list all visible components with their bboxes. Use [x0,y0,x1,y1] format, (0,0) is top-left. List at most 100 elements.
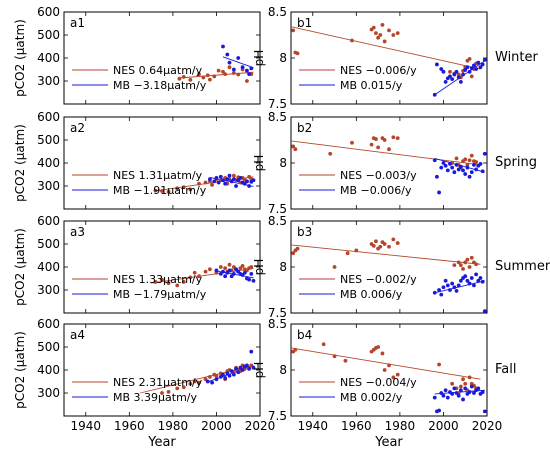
legend-label-mb: MB 0.015/y [340,79,403,92]
point-mb [476,60,481,65]
panel-b2: 7.5 8 8.5 pH b2 Spring NES −0.003/y MB −0.006/y [252,110,537,216]
y-tick-label: 300 [37,179,60,193]
legend-label-mb: MB −3.18μatm/y [113,79,207,92]
point-nes [469,153,474,158]
y-tick-label: 600 [37,214,60,228]
point-nes [452,263,457,268]
point-mb [474,272,479,277]
point-mb [439,292,444,297]
point-mb [472,162,476,167]
point-nes [350,140,354,145]
x-tick-label: 2020 [245,419,276,433]
point-nes [181,280,186,284]
point-nes [210,182,214,187]
point-mb [443,388,448,393]
data-layer [291,237,487,313]
y-tick-label: 8 [279,156,287,170]
point-nes [201,75,206,80]
panel-label: b3 [297,225,312,239]
point-nes [463,381,468,386]
data-layer [177,44,254,83]
point-mb [452,386,457,391]
y-axis-label: pH [252,155,266,172]
point-mb [463,172,468,176]
point-mb [472,283,476,288]
point-nes [245,79,249,83]
point-nes [391,237,396,242]
point-nes [382,242,387,246]
point-mb [221,44,225,49]
legend: NES 2.31μatm/y MB 3.39μatm/y [72,376,203,404]
point-nes [223,72,228,76]
y-axis-label: pCO2 (μatm) [13,228,27,306]
point-nes [463,260,468,265]
legend: NES −0.002/y MB 0.006/y [299,273,417,301]
point-mb [435,62,439,67]
point-nes [203,269,208,274]
y-tick-label: 7.5 [268,202,287,216]
legend-label-nes: NES 1.33μatm/y [113,273,203,286]
point-nes [469,74,474,79]
trend-line-nes [291,140,481,166]
point-mb [240,368,245,372]
point-mb [236,56,241,60]
point-mb [437,190,441,195]
y-tick-label: 8 [279,51,287,65]
y-tick-label: 500 [37,28,60,42]
point-mb [452,170,457,175]
y-axis-label: pH [252,259,266,276]
point-mb [458,278,463,283]
point-mb [478,65,483,70]
point-nes [181,185,186,190]
point-nes [391,375,396,380]
point-nes [321,342,326,347]
point-mb [249,66,254,71]
season-label: Summer [495,259,550,274]
point-mb [454,391,459,395]
legend-label-nes: NES −0.006/y [340,64,417,77]
point-nes [166,389,171,394]
point-mb [456,283,461,288]
point-nes [192,270,197,275]
point-mb [247,184,252,188]
point-nes [291,251,296,256]
point-nes [469,255,474,260]
point-mb [251,278,256,283]
point-mb [214,377,219,382]
point-nes [188,77,193,82]
point-nes [227,262,232,267]
panel-label: a4 [70,328,85,342]
point-nes [371,25,376,30]
legend-label-nes: NES 2.31μatm/y [113,376,203,389]
data-layer [291,22,487,97]
point-mb [452,285,457,290]
legend-label-nes: NES −0.002/y [340,273,417,286]
legend: NES −0.006/y MB 0.015/y [299,64,417,92]
point-nes [227,65,232,70]
point-mb [448,162,452,166]
point-nes [382,39,387,44]
point-nes [203,180,208,185]
legend-label-mb: MB −0.006/y [340,184,412,197]
point-nes [231,71,236,75]
y-tick-label: 7.5 [268,306,287,320]
point-mb [432,158,437,163]
point-nes [212,74,217,79]
point-nes [166,189,171,194]
point-nes [354,248,359,253]
point-mb [476,278,481,283]
point-nes [205,73,210,78]
point-mb [458,388,463,393]
point-nes [387,363,391,368]
point-nes [175,386,180,391]
point-mb [458,80,463,84]
point-mb [480,390,485,394]
point-mb [443,278,448,283]
point-nes [467,57,472,61]
point-mb [441,69,446,74]
point-nes [461,266,465,271]
panel-a4: 1940 1960 1980 2000 2020 300 400 500 600 pCO2 (μa… [13,317,275,450]
y-tick-label: 400 [37,156,60,170]
point-nes [188,187,193,192]
